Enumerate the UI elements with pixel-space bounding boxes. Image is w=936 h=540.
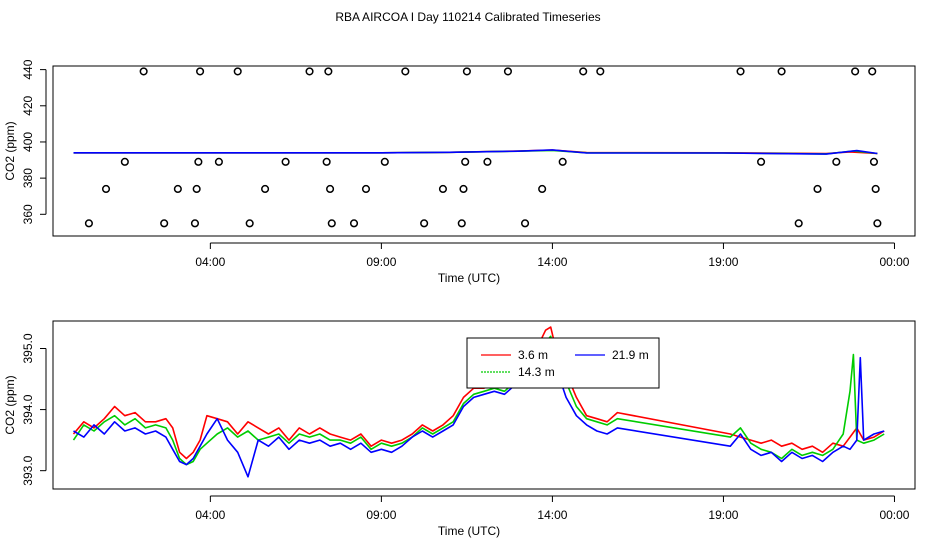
data-point-marker (305, 67, 314, 76)
data-point-marker (120, 157, 129, 166)
data-point-marker (233, 67, 242, 76)
x-tick-label: 04:00 (195, 508, 225, 522)
data-point-marker (869, 157, 879, 166)
data-point-marker (813, 184, 822, 194)
data-point-marker (380, 157, 389, 166)
y-tick-label: 400 (21, 132, 35, 152)
data-point-marker (558, 157, 567, 166)
x-tick-label: 00:00 (879, 508, 909, 522)
data-point-marker (401, 67, 410, 76)
data-point-marker (324, 67, 333, 76)
y-tick-label: 394.0 (21, 394, 35, 424)
data-point-marker (871, 184, 880, 194)
series-line-21-9-m (73, 149, 878, 155)
data-point-marker (832, 157, 841, 166)
data-point-marker (520, 219, 530, 228)
data-point-marker (868, 67, 877, 76)
x-tick-label: 09:00 (366, 255, 396, 269)
data-point-marker (462, 67, 471, 76)
data-point-marker (777, 67, 786, 76)
data-point-marker (483, 157, 492, 166)
data-point-marker (757, 157, 766, 166)
series-line-3-6-m (72, 326, 885, 460)
data-point-marker (420, 219, 429, 228)
legend-label: 3.6 m (518, 348, 548, 362)
y-tick-label: 420 (21, 95, 35, 115)
legend-label: 14.3 m (518, 365, 555, 379)
data-point-marker (214, 157, 223, 166)
data-point-marker (261, 184, 270, 194)
data-point-marker (596, 67, 605, 76)
x-tick-label: 09:00 (366, 508, 396, 522)
data-point-marker (322, 157, 331, 166)
data-point-marker (173, 184, 182, 194)
x-axis-label: Time (UTC) (438, 524, 500, 538)
x-tick-label: 19:00 (708, 255, 738, 269)
x-tick-label: 19:00 (708, 508, 738, 522)
legend-label: 21.9 m (612, 348, 649, 362)
data-point-marker (84, 219, 93, 228)
x-axis-label: Time (UTC) (438, 271, 500, 285)
data-point-marker (579, 67, 588, 76)
data-point-marker (196, 67, 205, 76)
data-point-marker (503, 67, 512, 76)
y-tick-label: 440 (21, 59, 35, 79)
data-point-marker (457, 219, 466, 228)
data-point-marker (139, 67, 148, 76)
data-point-marker (160, 219, 169, 228)
y-axis-label: CO2 (ppm) (3, 375, 17, 434)
data-point-marker (461, 157, 470, 166)
data-point-marker (281, 157, 290, 166)
chart-title: RBA AIRCOA I Day 110214 Calibrated Times… (335, 10, 600, 24)
series-line-21-9-m (73, 341, 885, 478)
data-point-marker (459, 184, 468, 194)
y-tick-label: 395.0 (21, 333, 35, 363)
data-point-marker (194, 157, 203, 166)
x-tick-label: 14:00 (537, 508, 567, 522)
data-point-marker (794, 219, 803, 228)
data-point-marker (245, 219, 254, 228)
data-point-marker (190, 219, 200, 228)
x-tick-label: 14:00 (537, 255, 567, 269)
data-point-marker (873, 219, 882, 228)
data-point-marker (438, 184, 448, 194)
plot-frame (52, 320, 916, 490)
y-tick-label: 360 (21, 204, 35, 224)
plot-frame (52, 65, 916, 237)
y-tick-label: 393.0 (21, 455, 35, 485)
data-point-marker (326, 184, 335, 194)
data-point-marker (361, 184, 371, 194)
x-tick-label: 04:00 (195, 255, 225, 269)
data-point-marker (736, 67, 745, 76)
data-point-marker (101, 184, 111, 194)
legend: 3.6 m 14.3 m 21.9 m (466, 337, 660, 389)
top-panel: 04:00 09:00 14:00 19:00 00:00 Time (UTC) 360 38… (3, 59, 916, 285)
data-point-marker (327, 219, 336, 228)
data-point-marker (192, 184, 201, 194)
data-point-marker (538, 184, 547, 194)
x-tick-label: 00:00 (879, 255, 909, 269)
y-tick-label: 380 (21, 168, 35, 188)
y-axis-label: CO2 (ppm) (3, 121, 17, 180)
data-point-marker (851, 67, 860, 76)
legend-box (466, 337, 660, 389)
data-point-marker (349, 219, 359, 228)
bottom-panel: 04:00 09:00 14:00 19:00 00:00 Time (UTC) 393.0… (3, 320, 916, 538)
